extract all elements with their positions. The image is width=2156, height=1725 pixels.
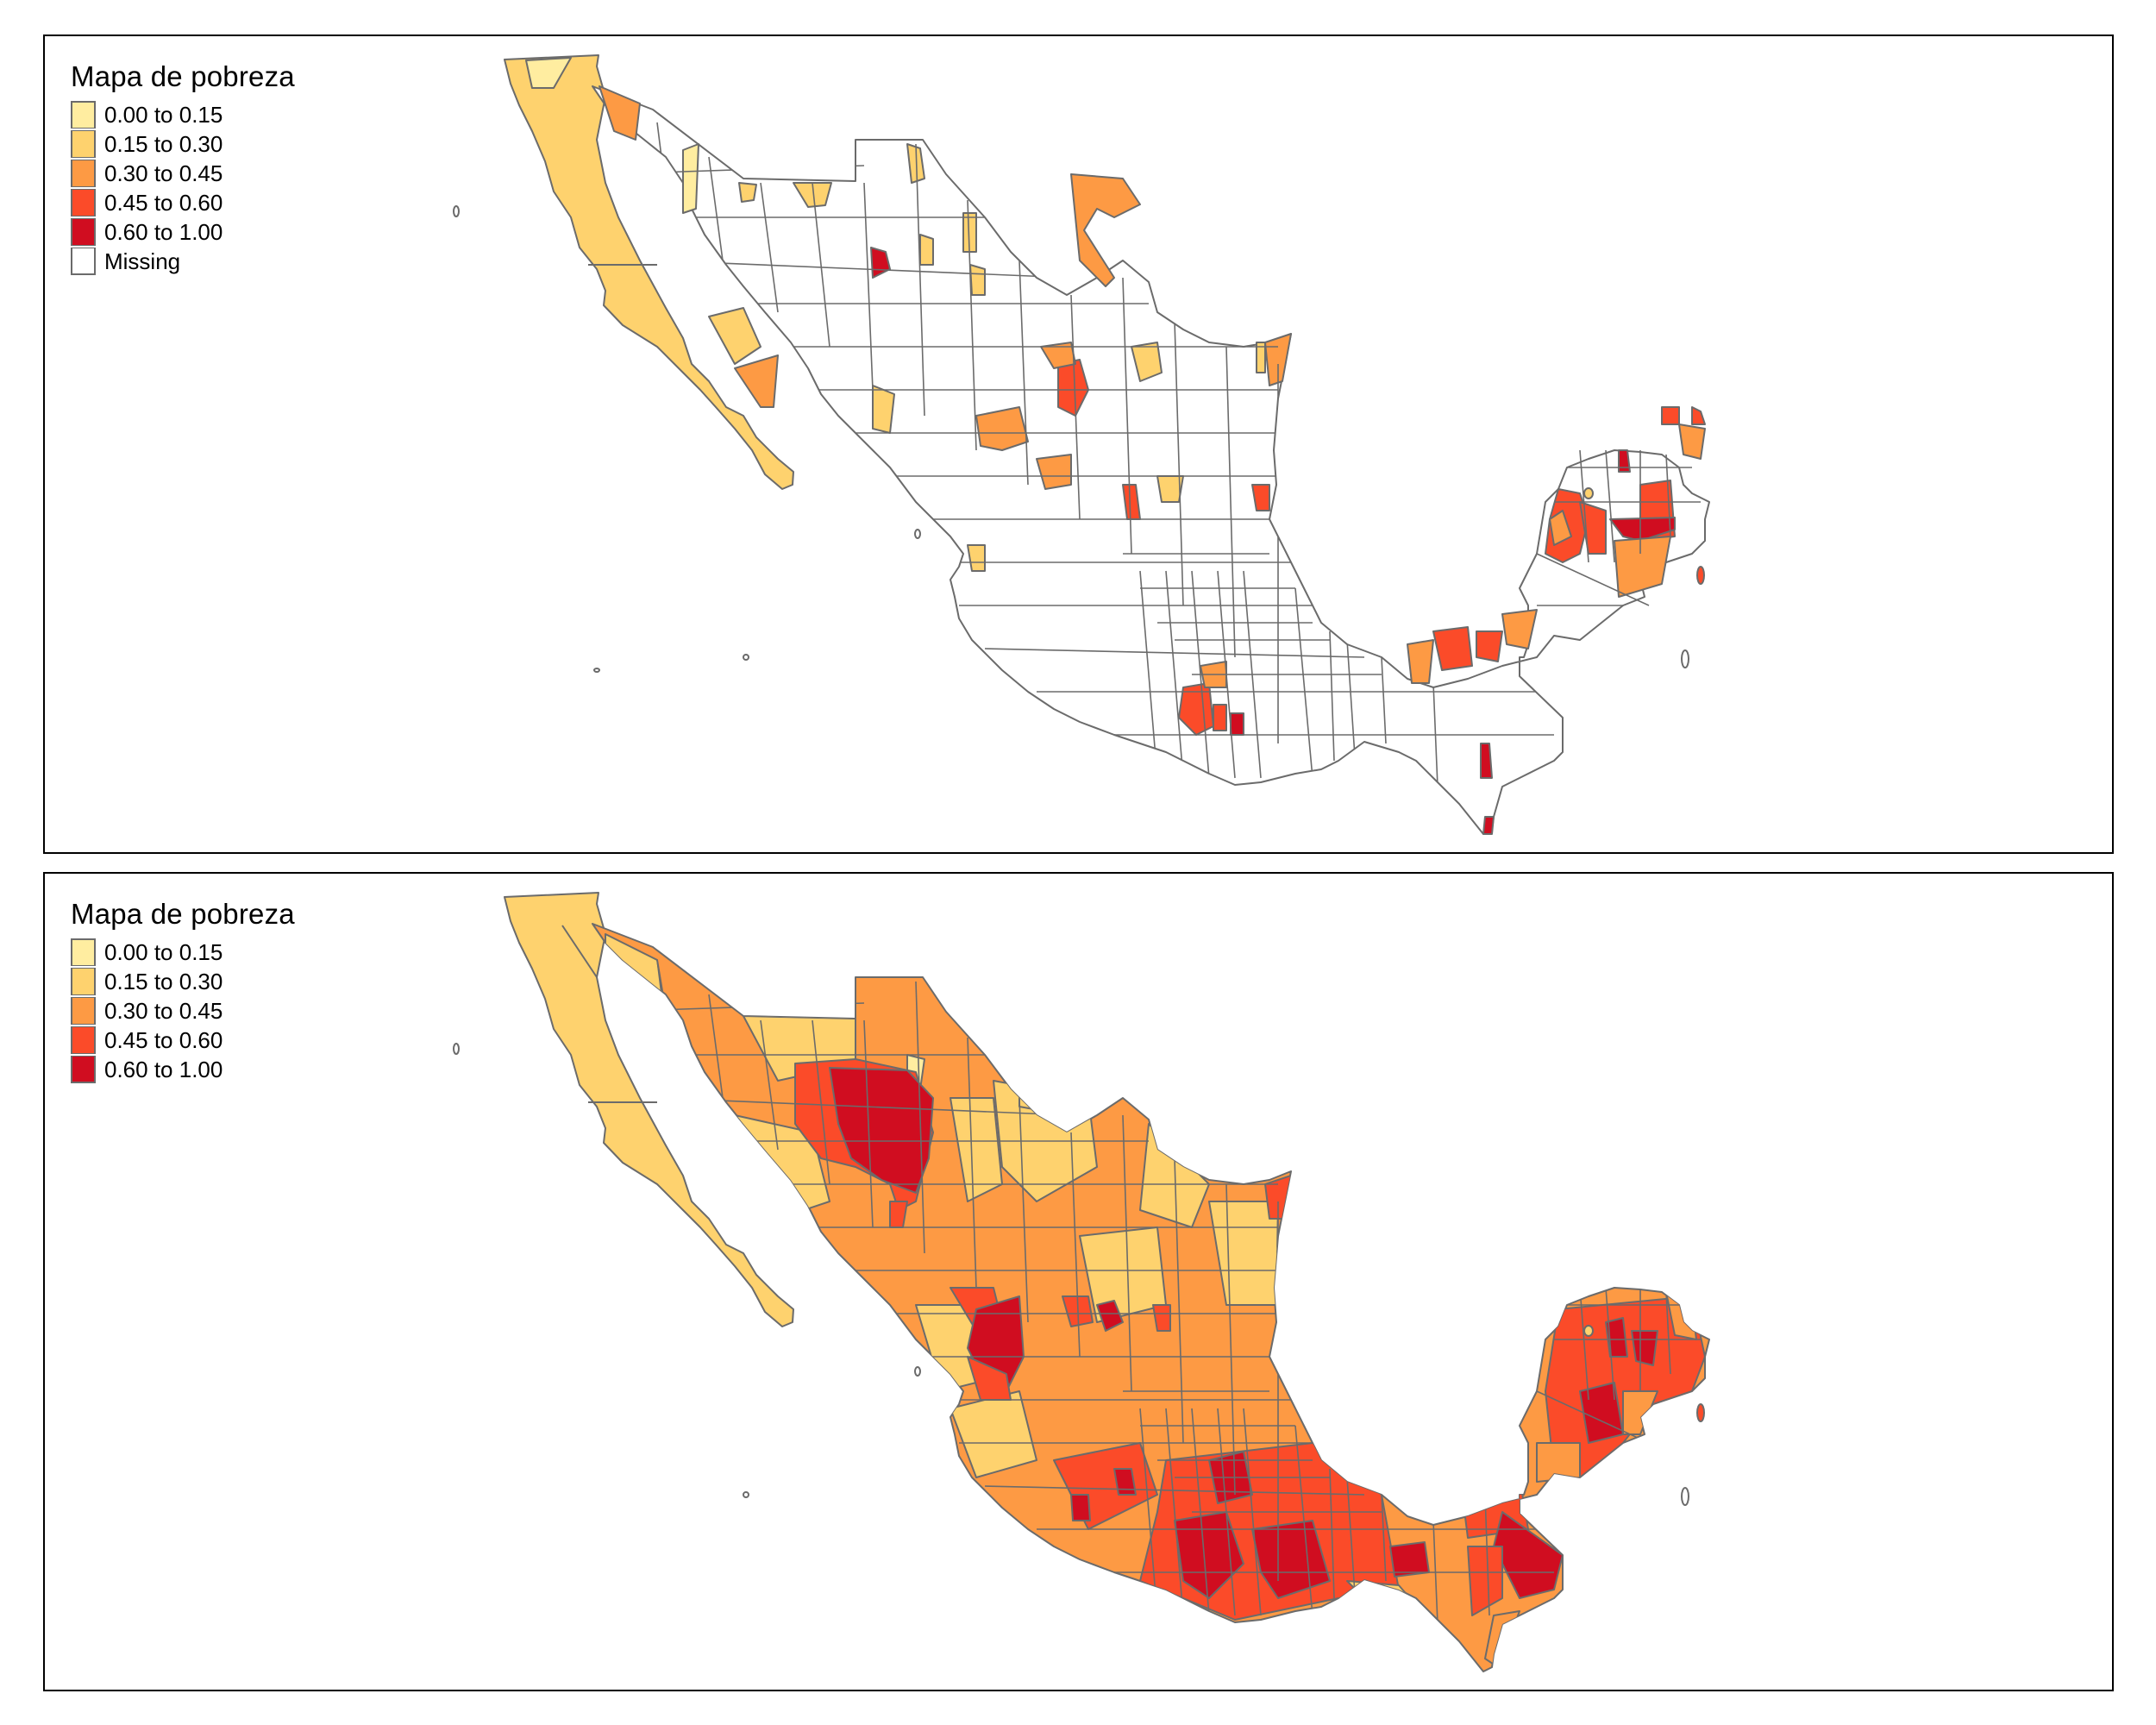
legend-item: 0.00 to 0.15 bbox=[71, 100, 295, 129]
mexico-map-bottom bbox=[453, 892, 1710, 1672]
legend-label: 0.60 to 1.00 bbox=[104, 1056, 223, 1082]
legend-swatch bbox=[71, 189, 96, 216]
legend-title: Mapa de pobreza bbox=[71, 60, 295, 92]
legend-item: 0.15 to 0.30 bbox=[71, 129, 295, 159]
map-panel-bottom: Mapa de pobreza 0.00 to 0.15 0.15 to 0.3… bbox=[43, 872, 2114, 1691]
municipality-borders-top bbox=[605, 122, 1554, 787]
legend-label: 0.00 to 0.15 bbox=[104, 938, 223, 965]
legend-swatch bbox=[71, 997, 96, 1025]
legend-item: 0.30 to 0.45 bbox=[71, 159, 295, 188]
legend-label: 0.15 to 0.30 bbox=[104, 130, 223, 157]
legend-swatch bbox=[71, 248, 96, 275]
legend-swatch bbox=[71, 1056, 96, 1083]
municipality-fills-top bbox=[599, 85, 1706, 835]
mexico-map-top bbox=[453, 54, 1710, 835]
legend-label: Missing bbox=[104, 248, 181, 274]
islands-top bbox=[453, 205, 1705, 673]
legend-swatch bbox=[71, 218, 96, 246]
legend-item: 0.60 to 1.00 bbox=[71, 1055, 295, 1084]
legend-swatch bbox=[71, 1026, 96, 1054]
legend-item: 0.00 to 0.15 bbox=[71, 938, 295, 967]
municipality-borders-bottom bbox=[605, 959, 1701, 1625]
legend: Mapa de pobreza 0.00 to 0.15 0.15 to 0.3… bbox=[71, 898, 295, 1084]
map-panel-top: Mapa de pobreza 0.00 to 0.15 0.15 to 0.3… bbox=[43, 34, 2114, 854]
legend-swatch bbox=[71, 938, 96, 966]
legend-label: 0.30 to 0.45 bbox=[104, 160, 223, 186]
legend-item: 0.45 to 0.60 bbox=[71, 1026, 295, 1055]
legend-swatch bbox=[71, 130, 96, 158]
legend-label: 0.15 to 0.30 bbox=[104, 968, 223, 994]
legend-label: 0.00 to 0.15 bbox=[104, 101, 223, 128]
yucatan-borders-top bbox=[1536, 449, 1701, 606]
islands-bottom bbox=[453, 1043, 1705, 1506]
legend-swatch bbox=[71, 968, 96, 995]
legend-item: 0.60 to 1.00 bbox=[71, 217, 295, 247]
legend-item: 0.30 to 0.45 bbox=[71, 996, 295, 1026]
legend-swatch bbox=[71, 101, 96, 129]
legend-title: Mapa de pobreza bbox=[71, 898, 295, 930]
legend-label: 0.30 to 0.45 bbox=[104, 997, 223, 1024]
legend: Mapa de pobreza 0.00 to 0.15 0.15 to 0.3… bbox=[71, 60, 295, 276]
legend-item: 0.15 to 0.30 bbox=[71, 967, 295, 996]
legend-swatch bbox=[71, 160, 96, 187]
legend-item: Missing bbox=[71, 247, 295, 276]
legend-label: 0.60 to 1.00 bbox=[104, 218, 223, 245]
legend-label: 0.45 to 0.60 bbox=[104, 1026, 223, 1053]
legend-label: 0.45 to 0.60 bbox=[104, 189, 223, 216]
legend-item: 0.45 to 0.60 bbox=[71, 188, 295, 217]
